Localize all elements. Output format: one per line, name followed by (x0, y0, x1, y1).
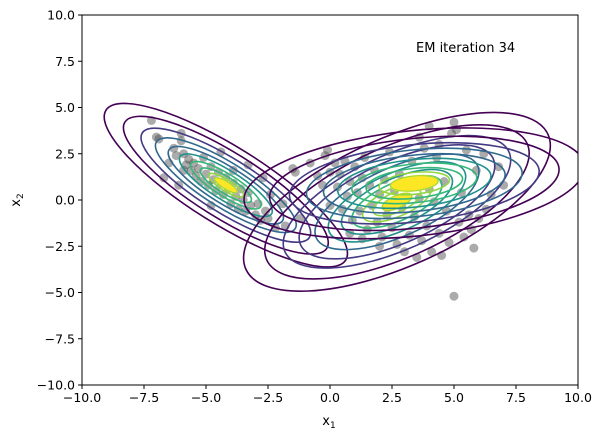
y-tick-label: −10.0 (37, 378, 75, 393)
x-axis-label: x1 (322, 414, 335, 431)
density-contour (282, 134, 512, 269)
y-tick-label: 7.5 (55, 54, 75, 69)
y-tick-label: 10.0 (47, 8, 75, 23)
scatter-point (184, 154, 194, 164)
mixture-component-1 (103, 102, 349, 268)
annotation-text: EM iteration 34 (416, 41, 515, 56)
y-tick-label: −7.5 (45, 331, 75, 346)
density-peak (214, 177, 238, 194)
y-tick-label: −5.0 (45, 285, 75, 300)
density-contour (154, 137, 298, 234)
scatter-point (261, 206, 271, 216)
x-tick-label: 7.5 (506, 390, 526, 405)
density-contour (207, 172, 245, 198)
x-tick-label: 5.0 (444, 390, 464, 405)
density-contour (336, 157, 492, 210)
scatter-point (323, 145, 333, 155)
density-contour (242, 111, 552, 293)
density-contour (305, 147, 523, 220)
density-contour (178, 153, 274, 218)
scatter-point (461, 145, 471, 155)
y-tick-label: −2.5 (45, 239, 75, 254)
x-tick-label: 2.5 (382, 390, 402, 405)
scatter-point (342, 191, 352, 201)
plot-area (103, 102, 578, 301)
plot-inner (103, 102, 578, 301)
y-tick-label: 0.0 (55, 193, 75, 208)
density-contour (140, 127, 312, 244)
scatter-point (449, 117, 459, 127)
scatter-point (449, 291, 459, 301)
x-tick-label: −7.5 (129, 390, 159, 405)
scatter-point (278, 199, 288, 209)
density-contour (268, 135, 560, 232)
scatter-point (228, 165, 238, 175)
density-contour (199, 167, 253, 204)
x-tick-label: 10.0 (564, 390, 592, 405)
density-contour (351, 174, 443, 229)
scatter-point (417, 236, 427, 246)
mixture-component-3 (243, 127, 578, 240)
scatter-point (181, 160, 191, 170)
x-tick-label: −2.5 (253, 390, 283, 405)
scatter-point (494, 162, 504, 172)
y-tick-label: 2.5 (55, 146, 75, 161)
scatter-point (203, 180, 213, 190)
scatter-point (288, 164, 298, 174)
ticks: −10.0 −7.5 −5.0 −2.5 0.0 2.5 5.0 7.5 10.0 −10.0 −7… (37, 8, 592, 406)
scatter-point (159, 173, 169, 183)
x-tick-label: −10.0 (63, 390, 101, 405)
scatter-point (427, 247, 437, 257)
density-contour (122, 115, 330, 255)
scatter-point (469, 243, 479, 253)
x-tick-label: 0.0 (320, 390, 340, 405)
density-contour (243, 127, 578, 240)
x-tick-label: −5.0 (191, 390, 221, 405)
density-contour (322, 153, 506, 214)
density-contour (189, 160, 262, 210)
y-tick-label: 5.0 (55, 100, 75, 115)
density-contour (365, 166, 464, 200)
density-contour (167, 145, 285, 225)
density-contour (314, 153, 480, 251)
density-contour (378, 171, 451, 196)
scatter-point (444, 238, 454, 248)
density-peak (389, 175, 439, 192)
y-axis-label: x2 (9, 193, 26, 206)
scatter-point (362, 225, 372, 235)
scatter-point (171, 151, 181, 161)
